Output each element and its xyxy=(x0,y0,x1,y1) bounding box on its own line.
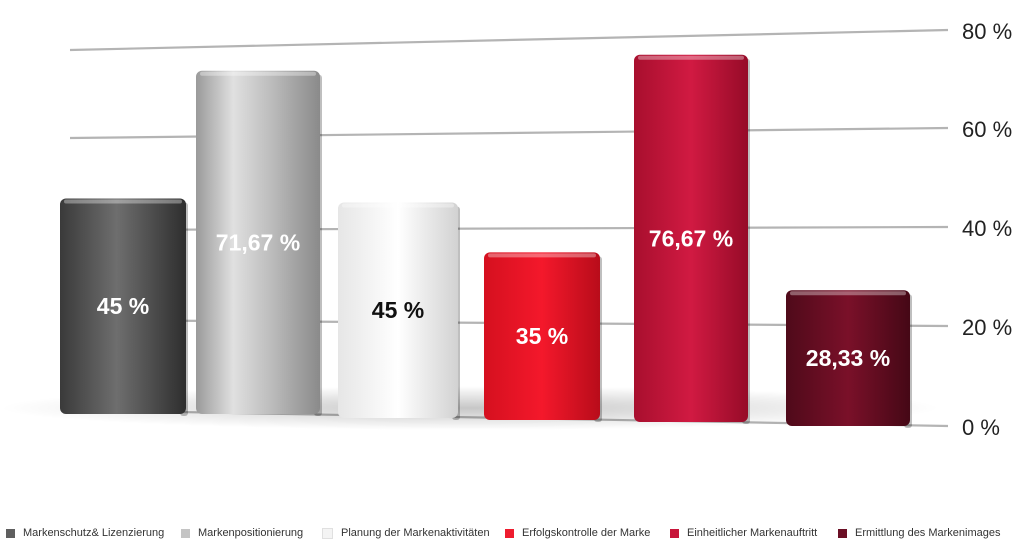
bar-1 xyxy=(60,198,188,416)
data-label-4: 35 % xyxy=(516,323,568,349)
legend-swatch xyxy=(670,528,679,538)
y-tick-label: 60 % xyxy=(962,117,1012,142)
bars xyxy=(60,54,912,428)
legend-label: Markenschutz& Lizenzierung xyxy=(23,527,165,539)
data-label-2: 71,67 % xyxy=(216,229,300,255)
data-label-6: 28,33 % xyxy=(806,345,890,371)
legend-swatch xyxy=(322,527,333,539)
legend-item-1: Markenschutz& Lizenzierung xyxy=(6,527,164,539)
legend: Markenschutz& Lizenzierung Markenposition… xyxy=(0,527,1030,547)
bar-4 xyxy=(484,252,602,422)
legend-label: Ermittlung des Markenimages xyxy=(855,527,1001,539)
legend-item-3: Planung der Markenaktivitäten xyxy=(322,527,490,539)
data-label-3: 45 % xyxy=(372,297,424,323)
bar-highlight xyxy=(200,71,316,76)
bar-face xyxy=(786,290,910,426)
gridline-80 xyxy=(69,28,949,52)
bar-face xyxy=(634,54,748,422)
legend-label: Einheitlicher Markenauftritt xyxy=(687,527,818,539)
bar-3 xyxy=(338,202,460,420)
legend-swatch xyxy=(6,528,15,538)
legend-label: Erfolgskontrolle der Marke xyxy=(522,527,651,539)
bar-6 xyxy=(786,290,912,428)
legend-item-4: Erfolgskontrolle der Marke xyxy=(505,527,650,539)
bar-face xyxy=(60,198,186,414)
bar-face xyxy=(338,202,458,418)
legend-swatch xyxy=(838,528,847,538)
y-tick-label: 80 % xyxy=(962,19,1012,44)
y-tick-label: 40 % xyxy=(962,216,1012,241)
legend-label: Planung der Markenaktivitäten xyxy=(341,527,490,539)
data-labels: 45 % 71,67 % 45 % 35 % 76,67 % 28,33 % xyxy=(97,225,890,371)
bar-highlight xyxy=(342,203,454,208)
y-tick-label: 0 % xyxy=(962,415,1000,440)
bar-highlight xyxy=(64,199,182,204)
bar-highlight xyxy=(790,291,906,296)
legend-label: Markenpositionierung xyxy=(198,527,304,539)
bar-2 xyxy=(196,70,322,417)
data-label-1: 45 % xyxy=(97,293,149,319)
bar-face xyxy=(484,252,600,420)
legend-item-5: Einheitlicher Markenauftritt xyxy=(670,527,817,539)
legend-swatch xyxy=(181,528,190,538)
y-tick-label: 20 % xyxy=(962,315,1012,340)
data-label-5: 76,67 % xyxy=(649,225,733,251)
bar-5 xyxy=(634,54,750,424)
bar-highlight xyxy=(488,253,596,258)
bar-highlight xyxy=(638,55,744,60)
legend-item-6: Ermittlung des Markenimages xyxy=(838,527,1001,539)
legend-swatch xyxy=(505,528,514,538)
y-axis: 0 % 20 % 40 % 60 % 80 % xyxy=(962,19,1012,440)
legend-item-2: Markenpositionierung xyxy=(181,527,303,539)
bar-face xyxy=(196,70,320,415)
